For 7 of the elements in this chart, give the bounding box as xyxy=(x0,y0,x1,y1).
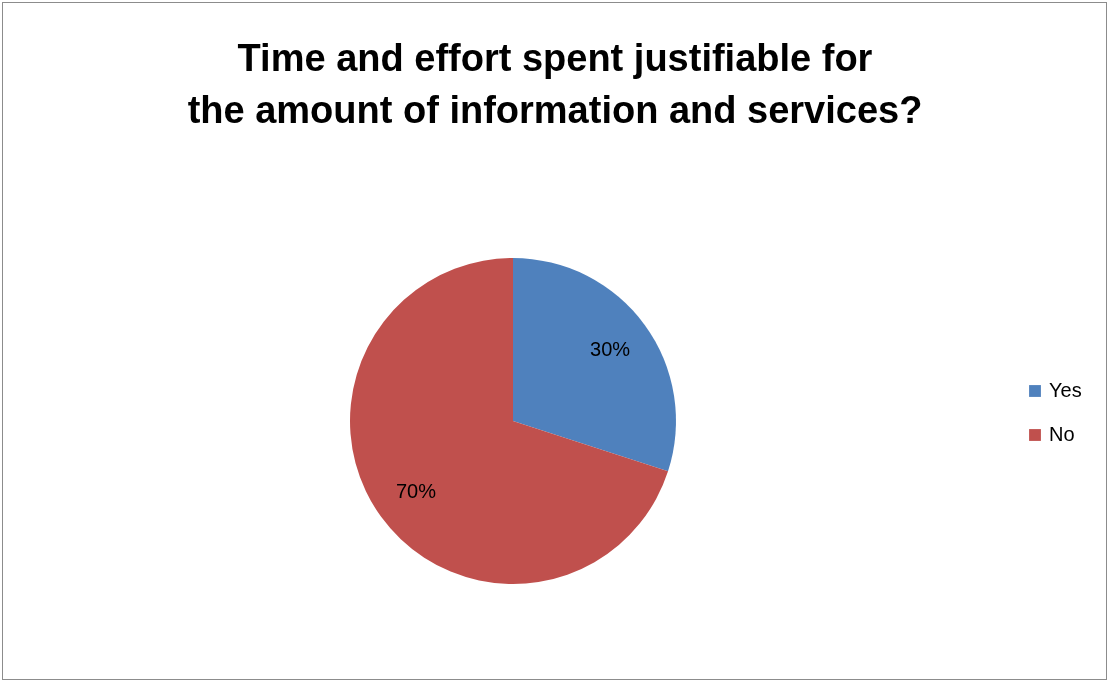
data-label: 70% xyxy=(395,479,437,502)
legend-label: Yes xyxy=(1049,379,1082,401)
legend-label: No xyxy=(1049,423,1075,445)
data-label: 30% xyxy=(590,338,631,361)
pie-slice xyxy=(350,258,669,584)
chart-title: Time and effort spent justifiable for the amount of information and services? xyxy=(187,37,923,131)
pie-slice xyxy=(513,258,676,472)
